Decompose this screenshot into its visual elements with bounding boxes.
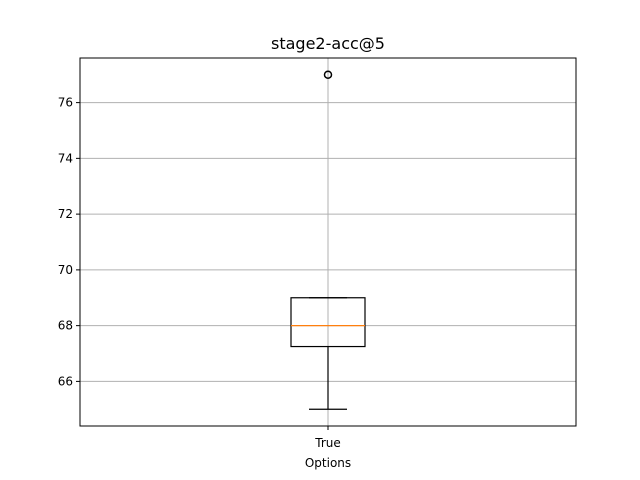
y-tick-label: 74 [58,151,73,165]
grid-lines [80,58,576,426]
chart-title: stage2-acc@5 [271,34,385,53]
y-tick-label: 70 [58,263,73,277]
y-tick-label: 66 [58,374,73,388]
box-iqr [290,297,366,348]
x-axis-label: Options [305,456,351,470]
box-elements [290,70,366,410]
x-axis-ticks: True [314,426,341,450]
y-axis-ticks: 66 68 70 72 74 76 [58,96,80,388]
y-tick-label: 76 [58,96,73,110]
outlier-point [323,70,333,79]
y-tick-label: 68 [58,319,73,333]
y-tick-label: 72 [58,207,73,221]
x-tick-label: True [314,436,341,450]
